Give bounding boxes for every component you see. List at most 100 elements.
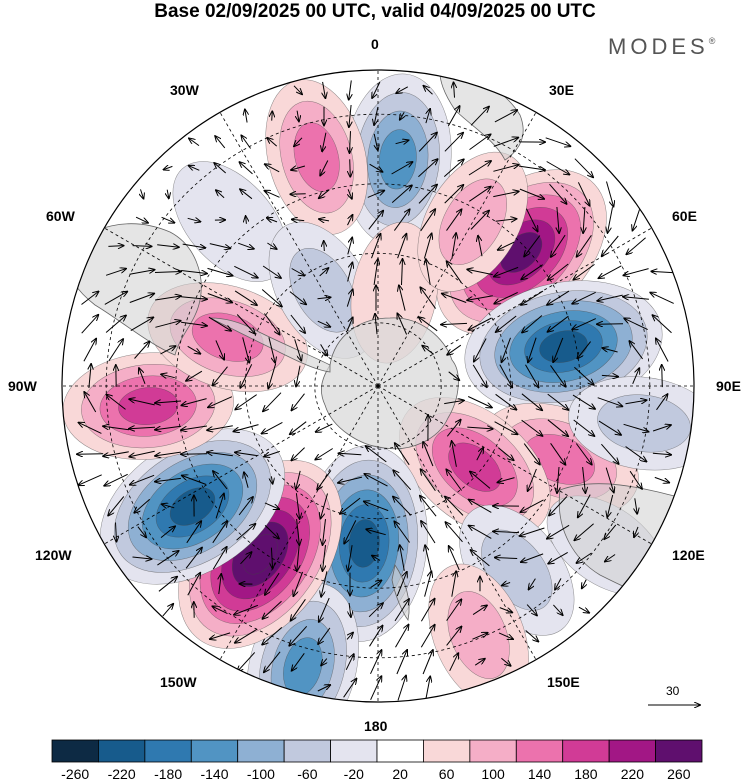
wind-vector bbox=[187, 218, 201, 221]
wind-vector bbox=[186, 370, 203, 381]
wind-vector bbox=[521, 290, 544, 305]
wind-vector bbox=[167, 189, 169, 199]
wind-vector bbox=[420, 625, 434, 648]
wind-vector bbox=[297, 545, 299, 571]
wind-vector bbox=[207, 452, 233, 457]
wind-vector bbox=[290, 194, 306, 195]
wind-vector bbox=[626, 237, 646, 255]
wind-vector bbox=[521, 419, 543, 436]
wind-vector bbox=[557, 466, 559, 493]
wind-vector bbox=[79, 423, 102, 434]
brand-text: MODES bbox=[608, 34, 709, 59]
wind-vector bbox=[368, 603, 383, 618]
wind-vector bbox=[472, 605, 487, 616]
wind-vector bbox=[323, 81, 326, 98]
lon-label-90e: 90E bbox=[716, 378, 741, 394]
wind-vector bbox=[498, 241, 515, 250]
wind-vector bbox=[446, 420, 460, 437]
wind-vector bbox=[493, 138, 518, 147]
wind-vector bbox=[215, 494, 224, 519]
wind-vector bbox=[161, 374, 175, 377]
wind-vector bbox=[553, 604, 562, 615]
wind-vector bbox=[469, 500, 492, 513]
wind-vector bbox=[521, 264, 543, 280]
meridian-line bbox=[377, 385, 537, 660]
wind-vector bbox=[262, 421, 283, 433]
wind-vector bbox=[629, 470, 642, 489]
wind-vector bbox=[246, 216, 247, 224]
colorbar-swatch bbox=[655, 739, 703, 763]
wind-vector bbox=[470, 107, 489, 126]
wind-vector bbox=[545, 137, 571, 146]
wind-vector bbox=[629, 341, 644, 360]
wind-vector bbox=[157, 551, 178, 566]
registered-mark: ® bbox=[708, 36, 716, 46]
wind-vector bbox=[129, 450, 155, 456]
wind-vector bbox=[338, 476, 363, 483]
wind-vector bbox=[340, 497, 361, 514]
wind-vector bbox=[186, 521, 201, 544]
colorbar-tick-label: 180 bbox=[574, 766, 598, 782]
wind-vector bbox=[521, 553, 544, 562]
wind-vector bbox=[318, 627, 331, 644]
anomaly-contour bbox=[447, 591, 510, 679]
wind-vector bbox=[399, 285, 406, 311]
wind-vector bbox=[107, 395, 126, 410]
wind-vector bbox=[134, 342, 150, 359]
modes-logo: MODES® bbox=[608, 34, 715, 60]
wind-vector bbox=[137, 526, 146, 538]
wind-vector bbox=[496, 315, 517, 332]
colorbar-swatch bbox=[330, 739, 378, 763]
latitude-circle bbox=[314, 322, 442, 450]
wind-vector bbox=[421, 469, 436, 491]
wind-vector bbox=[467, 396, 492, 408]
wind-vector bbox=[547, 524, 570, 538]
colorbar-swatch bbox=[515, 739, 564, 763]
wind-vector bbox=[208, 316, 231, 331]
wind-vector bbox=[446, 599, 462, 621]
wind-vector bbox=[602, 235, 619, 256]
wind-vector bbox=[557, 206, 559, 233]
wind-vector bbox=[103, 426, 129, 431]
wind-vector bbox=[625, 446, 647, 462]
wind-vector bbox=[418, 185, 437, 204]
wind-vector bbox=[444, 400, 464, 403]
colorbar-swatch bbox=[469, 739, 517, 763]
wind-vector bbox=[296, 365, 301, 387]
wind-vector bbox=[185, 548, 202, 569]
wind-vector bbox=[396, 650, 407, 675]
wind-vector bbox=[267, 138, 278, 147]
wind-vector bbox=[319, 219, 330, 221]
wind-vector bbox=[130, 317, 153, 332]
wind-vector bbox=[367, 191, 384, 198]
wind-vector bbox=[155, 425, 181, 429]
wind-vector bbox=[424, 86, 433, 95]
colorbar-tick-label: 60 bbox=[438, 766, 455, 782]
lon-label-90w: 90W bbox=[8, 378, 37, 394]
wind-vector bbox=[234, 604, 259, 614]
wind-vector bbox=[132, 557, 152, 559]
wind-vector bbox=[499, 364, 512, 388]
wind-vector bbox=[369, 626, 383, 647]
wind-vector bbox=[422, 346, 435, 355]
wind-vector bbox=[291, 447, 305, 461]
wind-vector bbox=[234, 290, 257, 305]
wind-vector bbox=[521, 499, 544, 512]
wind-vector bbox=[374, 106, 379, 125]
wind-vector bbox=[418, 159, 437, 178]
wind-vector bbox=[242, 337, 250, 362]
wind-vector bbox=[469, 317, 492, 330]
latitude-circle bbox=[175, 183, 581, 589]
wind-vector bbox=[419, 317, 438, 332]
wind-vector bbox=[234, 265, 257, 277]
wind-vector bbox=[395, 140, 409, 143]
wind-vector bbox=[394, 522, 411, 543]
wind-vector bbox=[348, 545, 353, 571]
wind-vector bbox=[469, 134, 491, 151]
wind-vector bbox=[423, 234, 431, 259]
wind-vector bbox=[395, 625, 409, 648]
wind-vector bbox=[397, 676, 406, 701]
wind-vector bbox=[375, 314, 377, 335]
wind-vector bbox=[474, 659, 485, 666]
wind-vector bbox=[523, 443, 540, 465]
